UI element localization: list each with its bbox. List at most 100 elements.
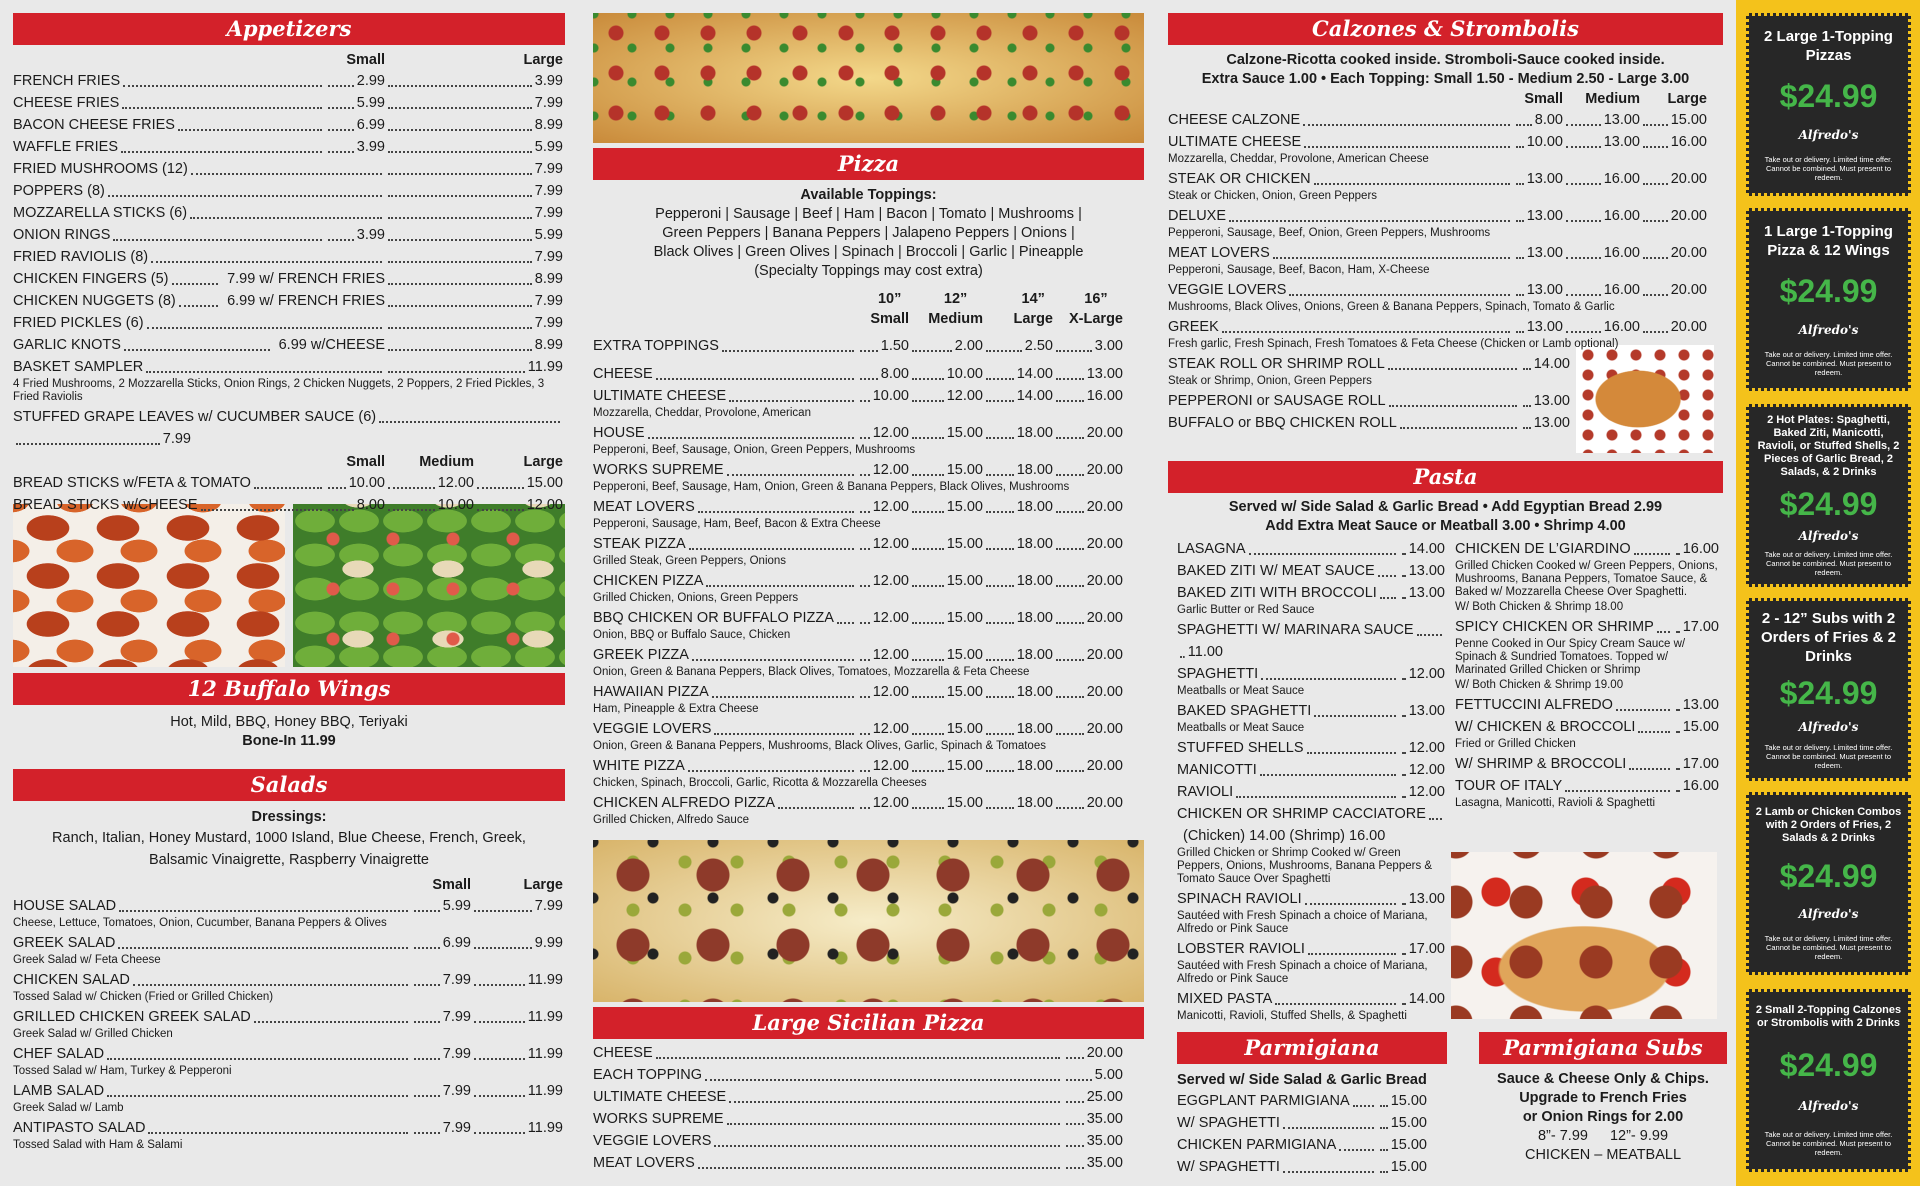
- item-row: GREEK PIZZA 12.00 15.00 18.00 20.00: [593, 644, 1123, 666]
- size-label: X-Large: [1069, 311, 1123, 327]
- menu-item: BREAD STICKS w/CHEESE 8.00 10.00 12.00: [13, 494, 565, 516]
- price-cell: 7.99: [411, 1080, 471, 1102]
- dot-leader: [113, 238, 322, 241]
- menu-item: CHEESE CALZONE 8.00 13.00 15.00: [1168, 109, 1723, 131]
- item-row: GARLIC KNOTS 6.99 w/CHEESE 8.99: [13, 334, 563, 356]
- price: 7.99: [534, 249, 563, 265]
- price-cell: 20.00: [1053, 570, 1123, 592]
- menu-item: EACH TOPPING 5.00: [593, 1064, 1144, 1086]
- item-name: WHITE PIZZA: [593, 758, 685, 774]
- price-cell: 10.00: [857, 385, 909, 407]
- price-cell: 15.00: [1377, 1134, 1427, 1156]
- toppings-line: Green Peppers | Banana Peppers | Jalapen…: [662, 225, 1075, 241]
- coupon-fine-print: Take out or delivery. Limited time offer…: [1764, 1129, 1893, 1157]
- price-cell: 8.99: [385, 114, 563, 136]
- menu-item: CHEESE 20.00: [593, 1042, 1144, 1064]
- price: 12.00: [1408, 762, 1445, 778]
- price-cell: 12.00: [857, 681, 909, 703]
- size-label: Large: [523, 52, 564, 68]
- dot-leader: [118, 946, 408, 949]
- price: 18.00: [1016, 573, 1053, 589]
- price: 16.00: [1603, 171, 1640, 187]
- dot-leader: [121, 150, 322, 153]
- menu-item: GRILLED CHICKEN GREEK SALAD 7.99 11.99 Gree…: [13, 1006, 565, 1041]
- size-label: Large: [523, 454, 564, 470]
- parmigiana-subs-section: Parmigiana Subs Sauce & Cheese Only & Chi…: [1479, 1032, 1727, 1165]
- price-cell: 17.00: [1673, 616, 1719, 638]
- dot-leader: [107, 194, 382, 197]
- dot-leader: [177, 128, 322, 131]
- dot-leader: [986, 377, 1014, 380]
- dot-leader: [1643, 330, 1668, 333]
- dot-leader: [729, 399, 854, 402]
- price: 6.99 w/ FRENCH FRIES: [227, 293, 385, 309]
- dot-leader: [986, 510, 1014, 513]
- dot-leader: [912, 769, 944, 772]
- price: 20.00: [1086, 462, 1123, 478]
- item-description: Grilled Chicken, Alfredo Sauce: [593, 814, 749, 826]
- price: 5.99: [356, 95, 385, 111]
- item-description: Pepperoni, Beef, Sausage, Ham, Onion, Gr…: [593, 481, 1070, 493]
- dressings-label: Dressings:: [251, 809, 327, 825]
- price: 16.00: [1086, 388, 1123, 404]
- dot-leader: [178, 304, 219, 307]
- size-label: Small: [346, 52, 385, 68]
- dot-leader: [1402, 902, 1406, 905]
- dot-leader: [414, 946, 440, 949]
- menu-item: ULTIMATE CHEESE 10.00 12.00 14.00 16.00 Mozza…: [593, 385, 1144, 420]
- price: 16.00: [1603, 319, 1640, 335]
- item-name: STUFFED SHELLS: [1177, 740, 1304, 756]
- price: 3.99: [356, 139, 385, 155]
- menu-item: SPINACH RAVIOLI 13.00 Sautéed with Fresh S…: [1177, 888, 1445, 936]
- size-label: Small: [346, 454, 385, 470]
- price-cell: 12.00: [909, 385, 983, 407]
- dot-leader: [860, 399, 870, 402]
- item-row: CHEESE 8.00 10.00 14.00 13.00: [593, 363, 1123, 385]
- item-row: MIXED PASTA 14.00: [1177, 988, 1445, 1010]
- price-cell: 20.00: [1640, 316, 1707, 338]
- price-cell: 35.00: [1063, 1152, 1123, 1174]
- menu-item: CHICKEN PIZZA 12.00 15.00 18.00 20.00 Grilled…: [593, 570, 1144, 605]
- menu-item: STUFFED SHELLS 12.00: [1177, 737, 1445, 759]
- wings-section: 12 Buffalo Wings Hot, Mild, BBQ, Honey BB…: [13, 673, 565, 751]
- dot-leader: [1402, 574, 1406, 577]
- menu-item: GREEK SALAD 6.99 9.99 Greek Salad w/ Feta C…: [13, 932, 565, 967]
- item-row: POPPERS (8) 7.99: [13, 180, 563, 202]
- price: 7.99: [442, 1009, 471, 1025]
- coupon-price: $24.99: [1779, 1046, 1878, 1083]
- item-name: GREEK PIZZA: [593, 647, 689, 663]
- wings-price: Bone-In 11.99: [242, 733, 336, 749]
- dot-leader: [778, 806, 854, 809]
- price: 20.00: [1086, 610, 1123, 626]
- dot-leader: [474, 1094, 525, 1097]
- price-cell: 13.00: [1673, 694, 1719, 716]
- price-cell: 7.99: [411, 1006, 471, 1028]
- price: 18.00: [1016, 610, 1053, 626]
- price: 11.99: [527, 1083, 563, 1099]
- dot-leader: [860, 621, 870, 624]
- item-description: Fried or Grilled Chicken: [1455, 738, 1576, 750]
- dot-leader: [714, 1144, 1060, 1147]
- dot-leader: [388, 238, 532, 241]
- item-row: MEAT LOVERS 12.00 15.00 18.00 20.00: [593, 496, 1123, 518]
- item-description: Mushrooms, Black Olives, Onions, Green &…: [1168, 301, 1615, 313]
- item-row: STEAK OR CHICKEN 13.00 16.00 20.00: [1168, 168, 1707, 190]
- price: 6.99 w/CHEESE: [278, 337, 385, 353]
- appetizers-section: Appetizers Small Large FRENCH FRIES 2.99 3.99…: [13, 13, 565, 516]
- item-name: W/ SPAGHETTI: [1177, 1159, 1280, 1175]
- dot-leader: [1676, 630, 1680, 633]
- price: 10.00: [437, 497, 474, 513]
- subs-sizes: 8”- 7.99 12”- 9.99: [1479, 1127, 1727, 1146]
- dot-leader: [474, 1020, 525, 1023]
- dot-leader: [986, 806, 1014, 809]
- item-name: ULTIMATE CHEESE: [1168, 134, 1302, 150]
- item-name: MIXED PASTA: [1177, 991, 1273, 1007]
- price: 13.00: [1408, 891, 1445, 907]
- price-cell: 12.00: [385, 472, 474, 494]
- item-description: Grilled Chicken, Onions, Green Peppers: [593, 592, 799, 604]
- item-row: MEAT LOVERS 13.00 16.00 20.00: [1168, 242, 1707, 264]
- price-cell: 5.99: [411, 895, 471, 917]
- price-cell: 7.99: [385, 246, 563, 268]
- price: 15.00: [1390, 1159, 1427, 1175]
